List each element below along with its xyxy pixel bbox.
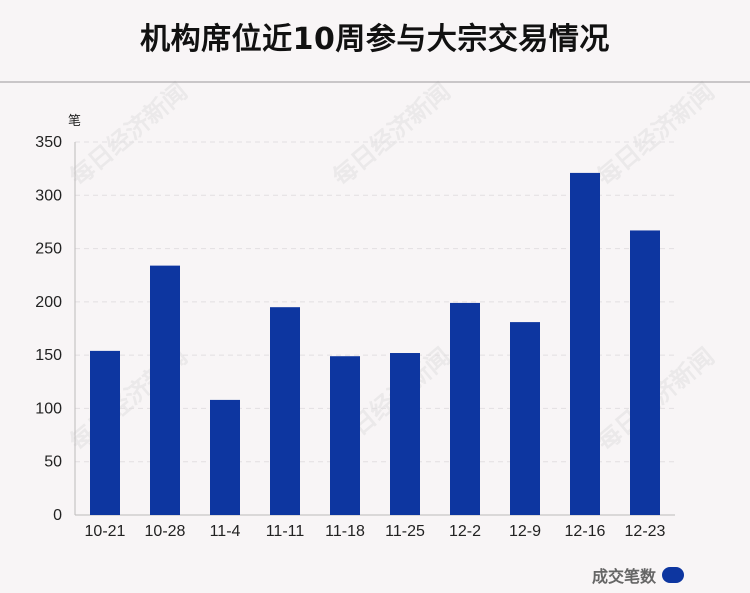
x-tick-label: 11-25 bbox=[385, 523, 425, 540]
bar bbox=[150, 265, 180, 515]
y-tick-label: 100 bbox=[35, 400, 62, 417]
bar bbox=[390, 353, 420, 515]
bar bbox=[210, 399, 240, 515]
x-tick-label: 12-9 bbox=[509, 523, 541, 540]
bar bbox=[90, 350, 120, 515]
x-tick-label: 12-16 bbox=[565, 523, 606, 540]
bar bbox=[330, 356, 360, 515]
legend-swatch bbox=[662, 567, 684, 583]
y-tick-label: 300 bbox=[35, 187, 62, 204]
bar bbox=[630, 230, 660, 515]
y-tick-label: 200 bbox=[35, 294, 62, 311]
chart-title: 机构席位近10周参与大宗交易情况 bbox=[140, 22, 610, 57]
y-axis-label: 笔 bbox=[68, 113, 81, 129]
bar bbox=[510, 322, 540, 515]
bar bbox=[270, 307, 300, 515]
x-tick-label: 12-23 bbox=[625, 523, 666, 540]
y-tick-label: 250 bbox=[35, 241, 62, 258]
y-tick-label: 150 bbox=[35, 347, 62, 364]
legend-label: 成交笔数 bbox=[591, 567, 656, 586]
y-tick-label: 350 bbox=[35, 134, 62, 151]
x-tick-label: 12-2 bbox=[449, 523, 481, 540]
x-tick-label: 10-21 bbox=[85, 523, 126, 540]
x-tick-label: 10-28 bbox=[145, 523, 186, 540]
bar bbox=[450, 302, 480, 515]
x-tick-label: 11-18 bbox=[325, 523, 365, 540]
x-tick-label: 11-4 bbox=[210, 523, 241, 540]
y-tick-label: 50 bbox=[44, 454, 62, 471]
x-tick-label: 11-11 bbox=[266, 523, 305, 540]
legend: 成交笔数 bbox=[592, 563, 684, 587]
title-divider bbox=[0, 81, 750, 83]
y-tick-label: 0 bbox=[53, 507, 62, 524]
bar bbox=[570, 172, 600, 516]
